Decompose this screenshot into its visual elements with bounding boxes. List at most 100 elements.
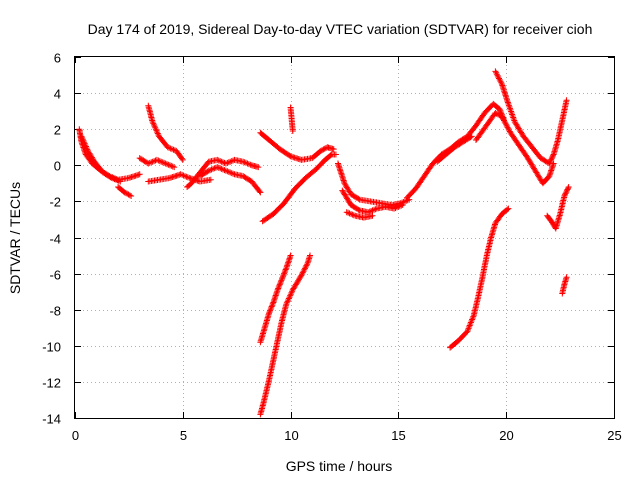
data-point — [207, 167, 214, 174]
data-point — [493, 110, 500, 117]
data-point — [244, 160, 251, 167]
data-point — [178, 155, 185, 162]
data-point — [282, 266, 289, 273]
data-point — [221, 167, 228, 174]
data-point — [348, 211, 354, 217]
data-point — [257, 189, 264, 196]
data-point — [332, 151, 339, 158]
data-point — [168, 162, 175, 169]
series-arc22 — [544, 184, 572, 232]
data-marks — [76, 68, 572, 418]
data-point — [504, 206, 511, 213]
y-tick-label: -4 — [49, 232, 61, 247]
grid — [75, 57, 614, 418]
data-point — [550, 152, 556, 159]
data-point — [561, 193, 568, 199]
data-point — [269, 300, 276, 307]
data-point — [83, 145, 90, 151]
data-point — [276, 281, 283, 288]
data-point — [505, 205, 512, 212]
x-tick-label: 0 — [72, 428, 79, 443]
data-point — [403, 197, 410, 204]
y-tick-label: -6 — [49, 268, 61, 283]
axes: 0 5 10 15 20 25 -14 -12 -10 -8 -6 -4 -2 0 2 4 6 — [42, 51, 622, 444]
data-point — [154, 129, 161, 136]
series-arc16 — [343, 209, 376, 221]
data-point — [281, 270, 288, 277]
data-point — [279, 274, 286, 281]
data-point — [372, 206, 379, 213]
data-point — [79, 134, 86, 141]
x-tick-label: 10 — [284, 428, 298, 443]
data-point — [225, 159, 232, 166]
y-axis-label: SDTVAR / TECUs — [7, 182, 23, 294]
data-point — [255, 164, 262, 171]
data-point — [82, 142, 89, 149]
series-arc11 — [257, 252, 294, 346]
data-point — [80, 137, 87, 144]
series-arc4 — [145, 102, 186, 163]
data-point — [156, 158, 163, 165]
data-point — [391, 205, 398, 212]
y-tick-label: -12 — [42, 376, 61, 391]
chart-title: Day 174 of 2019, Sidereal Day-to-day VTE… — [88, 21, 593, 37]
data-point — [159, 159, 166, 166]
series-arc14 — [335, 160, 413, 208]
data-point — [371, 206, 377, 213]
data-point — [113, 176, 119, 183]
data-point — [267, 307, 274, 314]
data-point — [546, 160, 553, 167]
data-point — [164, 161, 170, 168]
data-point — [228, 158, 235, 165]
data-point — [228, 170, 235, 177]
data-point — [303, 262, 310, 269]
data-point — [152, 124, 159, 131]
data-point — [268, 303, 275, 310]
series-arc19 — [473, 110, 557, 187]
data-point — [81, 139, 88, 146]
data-point — [355, 195, 362, 202]
series-arc18 — [434, 133, 475, 165]
data-point — [498, 113, 505, 120]
data-point — [170, 146, 177, 153]
data-point — [369, 212, 376, 219]
data-point — [562, 191, 568, 198]
y-tick-label: -8 — [49, 304, 61, 319]
series-arc15 — [339, 187, 406, 216]
data-point — [152, 126, 159, 133]
data-point — [401, 198, 408, 205]
data-point — [285, 295, 292, 302]
data-point — [266, 310, 272, 317]
x-tick-label: 5 — [180, 428, 187, 443]
data-point — [495, 111, 501, 118]
series-arc7 — [184, 156, 262, 190]
plot-area-frame — [74, 56, 615, 419]
x-tick-label: 15 — [391, 428, 405, 443]
data-point — [210, 165, 216, 172]
data-point — [548, 156, 555, 163]
data-point — [299, 271, 306, 277]
data-point — [205, 167, 212, 174]
data-point — [166, 162, 173, 169]
series-arc20 — [492, 68, 570, 167]
data-point — [122, 190, 129, 197]
data-point — [302, 265, 308, 272]
series-arc10 — [259, 151, 339, 225]
data-point — [343, 209, 350, 216]
data-point — [503, 121, 510, 128]
data-point — [298, 272, 305, 279]
data-point — [107, 174, 114, 181]
data-point — [496, 106, 503, 113]
data-point — [164, 144, 171, 151]
data-point — [218, 158, 225, 165]
y-tick-label: -10 — [42, 340, 61, 355]
data-point — [492, 110, 499, 116]
y-tick-label: 4 — [54, 87, 61, 102]
data-point — [287, 292, 294, 299]
data-point — [283, 299, 290, 306]
data-point — [468, 133, 475, 140]
data-point — [505, 125, 512, 132]
data-point — [218, 165, 225, 172]
series-arc13 — [287, 104, 296, 134]
data-point — [499, 114, 506, 121]
